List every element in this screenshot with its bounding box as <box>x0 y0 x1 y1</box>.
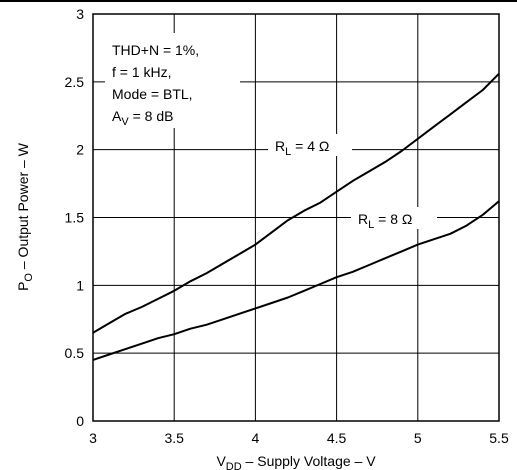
annotation-line-2: f = 1 kHz, <box>112 64 172 80</box>
axis-ticks: 3 3.5 4 4.5 5 5.5 0 0.5 1 1.5 2 2.5 3 <box>65 6 509 446</box>
annotation-box: THD+N = 1%, f = 1 kHz, Mode = BTL, AV = … <box>105 33 240 128</box>
y-tick-label: 2.5 <box>65 74 85 90</box>
x-tick-label: 3.5 <box>164 430 184 446</box>
annotation-line-3: Mode = BTL, <box>112 86 193 102</box>
x-tick-label: 5 <box>414 430 422 446</box>
series-label-8-ohm-background <box>351 207 437 229</box>
x-tick-label: 3 <box>89 430 97 446</box>
plot-frame <box>92 13 500 422</box>
series-label-8-ohm-text: RL = 8 Ω <box>358 211 412 231</box>
y-tick-label: 1 <box>76 277 84 293</box>
y-tick-label: 3 <box>76 6 84 22</box>
series-line-8-ohm <box>92 200 500 361</box>
series-line-4-ohm <box>92 72 500 334</box>
series-label-4-ohm: RL = 4 Ω <box>268 134 352 158</box>
gain-symbol: A <box>112 108 122 124</box>
x-tick-label: 4 <box>252 430 260 446</box>
y-tick-label: 0.5 <box>65 345 85 361</box>
gain-value: = 8 dB <box>129 108 174 124</box>
annotation-background <box>105 33 240 128</box>
x-tick-label: 5.5 <box>489 430 509 446</box>
x-tick-label: 4.5 <box>327 430 347 446</box>
series-label-4-ohm-background <box>268 134 352 156</box>
annotation-line-4: AV = 8 dB <box>112 108 173 128</box>
y-axis-title: PO – Output Power – W <box>15 142 35 291</box>
series-lines <box>92 72 500 361</box>
gain-subscript: V <box>121 116 129 128</box>
series-label-4-ohm-text: RL = 4 Ω <box>275 138 329 158</box>
y-tick-label: 0 <box>76 413 84 429</box>
annotation-line-1: THD+N = 1%, <box>112 42 199 58</box>
x-axis-title: VDD – Supply Voltage – V <box>216 453 376 470</box>
series-label-8-ohm: RL = 8 Ω <box>351 207 437 231</box>
y-tick-label: 2 <box>76 142 84 158</box>
y-tick-label: 1.5 <box>65 210 85 226</box>
